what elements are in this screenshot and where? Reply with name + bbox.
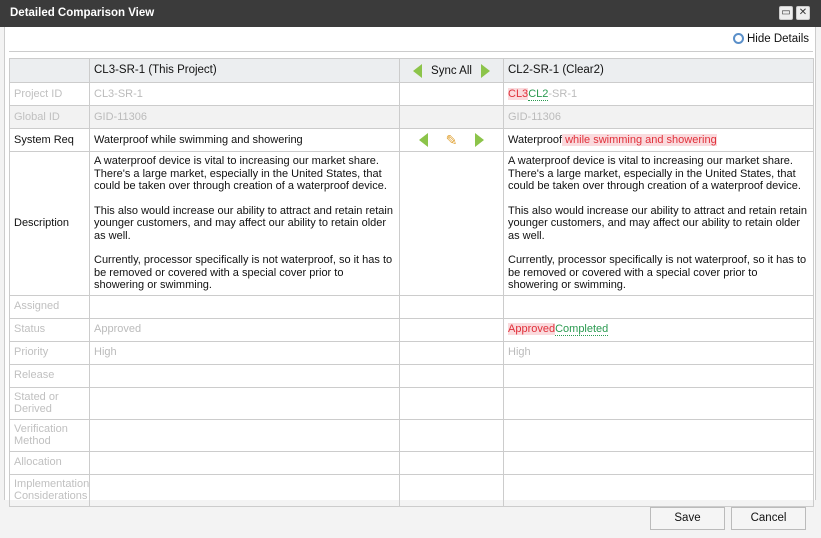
close-icon[interactable]: ✕: [796, 6, 810, 20]
table-row: Priority High High: [9, 340, 814, 365]
table-row: Status Approved ApprovedCompleted: [9, 317, 814, 342]
table-header: CL3-SR-1 (This Project) Sync All CL2-SR-…: [9, 58, 814, 83]
table-row: Global ID GID-11306 GID-11306: [9, 105, 814, 129]
cancel-button[interactable]: Cancel: [731, 507, 806, 530]
table-row: Verification Method: [9, 418, 814, 452]
save-button[interactable]: Save: [650, 507, 725, 530]
right-item-header: CL2-SR-1 (Clear2): [503, 58, 814, 83]
table-row: Description A waterproof device is vital…: [9, 151, 814, 296]
window-title: Detailed Comparison View: [10, 7, 155, 19]
sync-all-right-arrow-icon[interactable]: [481, 63, 491, 78]
comparison-table: CL3-SR-1 (This Project) Sync All CL2-SR-…: [9, 58, 814, 507]
table-row: Implementation Considerations: [9, 473, 814, 507]
maximize-icon[interactable]: ▭: [779, 6, 793, 20]
table-row: System Req Waterproof while swimming and…: [9, 128, 814, 152]
left-item-header: CL3-SR-1 (This Project): [89, 58, 400, 83]
sync-all: Sync All: [399, 58, 504, 83]
dialog-content: Hide Details CL3-SR-1 (This Project) Syn…: [4, 27, 816, 507]
copy-left-arrow-icon[interactable]: [418, 133, 428, 147]
window-titlebar: Detailed Comparison View: [0, 0, 821, 27]
toolbar: Hide Details: [9, 27, 813, 52]
pencil-icon[interactable]: ✎: [445, 131, 458, 148]
magnifier-icon: [733, 33, 744, 44]
table-row: Project ID CL3-SR-1 CL3CL2-SR-1: [9, 82, 814, 106]
table-row: Stated or Derived: [9, 386, 814, 420]
sync-all-left-arrow-icon[interactable]: [412, 63, 422, 78]
table-row: Assigned: [9, 294, 814, 319]
copy-right-arrow-icon[interactable]: [475, 133, 485, 147]
table-row: Release: [9, 363, 814, 388]
table-row: Allocation: [9, 450, 814, 475]
hide-details-button[interactable]: Hide Details: [733, 33, 809, 45]
